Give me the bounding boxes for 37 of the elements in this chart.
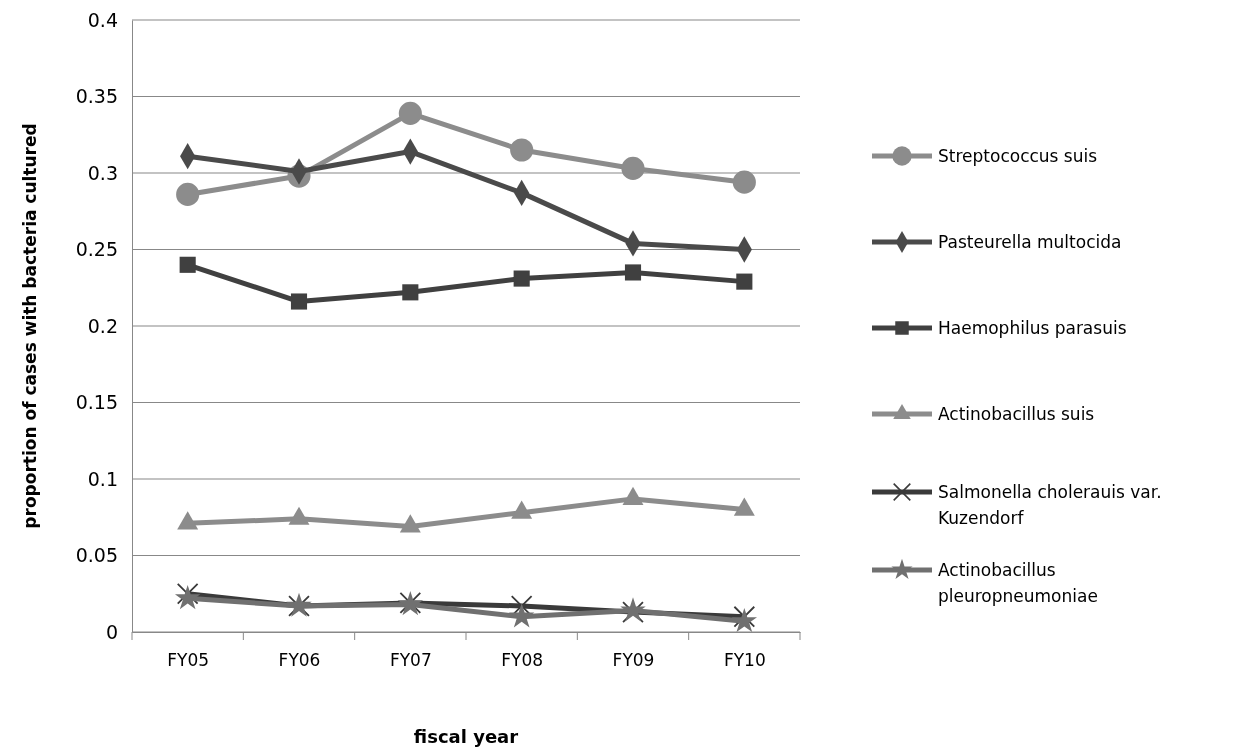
point: [624, 264, 642, 281]
point: [621, 156, 645, 180]
y-tick-label: 0.15: [75, 391, 118, 414]
legend-label: Salmonella cholerauis var. Kuzendorf: [938, 482, 1162, 528]
point: [510, 138, 534, 162]
y-axis-title: proportion of cases with bacteria cultured: [20, 123, 40, 529]
x-tick-label: FY08: [501, 650, 544, 671]
y-tick-label: 0.05: [75, 544, 118, 567]
point: [508, 603, 535, 628]
legend-label: Streptococcus suis: [938, 146, 1098, 166]
legend-label: Haemophilus parasuis: [938, 318, 1127, 338]
x-tick-label: FY07: [389, 650, 432, 671]
y-tick-label: 0.3: [87, 161, 118, 184]
point: [736, 273, 753, 290]
x-axis-title: fiscal year: [413, 726, 519, 747]
point: [732, 170, 756, 194]
y-tick-label: 0.1: [87, 467, 118, 490]
y-tick-label: 0.35: [75, 85, 118, 108]
point: [290, 293, 308, 310]
point: [402, 284, 419, 301]
x-tick-label: FY05: [167, 650, 210, 671]
y-tick-label: 0.25: [75, 238, 118, 261]
point: [398, 101, 422, 125]
point: [174, 584, 201, 610]
y-tick-label: 0: [105, 620, 118, 643]
point: [179, 256, 196, 273]
point: [176, 182, 200, 206]
legend-label: Actinobacillus pleuropneumoniae: [938, 560, 1098, 606]
point: [731, 607, 758, 633]
y-tick-label: 0.2: [87, 314, 118, 337]
point: [513, 270, 530, 287]
y-tick-label: 0.4: [87, 8, 118, 31]
x-tick-label: FY10: [723, 650, 766, 671]
x-tick-label: FY06: [278, 650, 321, 671]
legend-label: Actinobacillus suis: [938, 404, 1095, 424]
legend-label: Pasteurella multocida: [938, 232, 1122, 252]
x-tick-label: FY09: [612, 650, 655, 671]
